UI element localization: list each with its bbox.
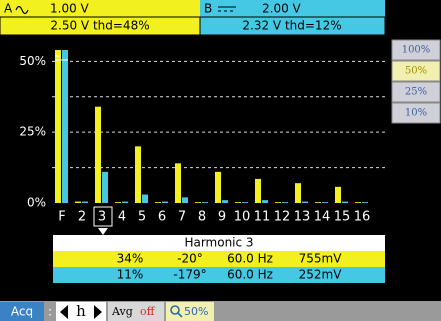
panel-value: -20° — [177, 252, 203, 266]
panel-value: 11% — [117, 268, 144, 282]
x-tick-label: 5 — [138, 210, 146, 225]
x-tick-label: 10 — [234, 210, 251, 225]
bar — [142, 194, 148, 203]
nav-label: h — [76, 302, 86, 320]
scale-label: 10% — [405, 108, 427, 119]
bar — [282, 202, 288, 203]
x-tick-label: 2 — [78, 210, 86, 225]
bar — [135, 146, 141, 203]
bar — [262, 200, 268, 203]
acq-button[interactable] — [0, 302, 44, 321]
bar — [95, 106, 101, 203]
bar — [342, 201, 348, 203]
x-tick-label: 12 — [274, 210, 291, 225]
avg-button[interactable] — [108, 302, 164, 321]
bar — [255, 178, 261, 203]
x-tick-label: 9 — [218, 210, 226, 225]
scale-button[interactable] — [391, 102, 441, 124]
x-tick-label: 16 — [354, 210, 371, 225]
channel-a-summary: 2.50 V thd=48% — [50, 19, 149, 33]
channel-b-box — [200, 0, 385, 17]
x-tick-label: 8 — [198, 210, 206, 225]
bar — [182, 197, 188, 203]
panel-value: 34% — [117, 252, 144, 266]
channel-b-label: B — [204, 2, 212, 16]
bar — [62, 50, 68, 203]
panel-value: 60.0 Hz — [227, 252, 273, 266]
scale-button[interactable] — [391, 60, 441, 82]
bar — [55, 50, 61, 203]
selected-harmonic — [93, 206, 113, 227]
panel-value: 60.0 Hz — [227, 268, 273, 282]
channel-a-volts: 1.00 V — [50, 2, 90, 16]
x-tick-label: 14 — [314, 210, 331, 225]
bar — [75, 201, 81, 203]
zoom-label: 50% — [184, 305, 208, 318]
ac-icon — [15, 5, 29, 15]
panel-row-b — [53, 267, 385, 283]
bar — [102, 171, 108, 203]
bar — [202, 202, 208, 203]
bar — [82, 201, 88, 203]
bar — [362, 202, 368, 203]
avg-state: off — [140, 305, 156, 318]
y-tick-label: 25% — [19, 125, 46, 139]
bar — [355, 202, 361, 203]
bar — [235, 202, 241, 203]
bar — [115, 202, 121, 203]
channel-b-summary: 2.32 V thd=12% — [242, 19, 341, 33]
x-tick-label: 7 — [178, 210, 186, 225]
bar — [315, 202, 321, 203]
panel-row-a — [53, 251, 385, 267]
channel-b-summary-box — [199, 16, 386, 36]
channel-b-volts: 2.00 V — [262, 2, 302, 16]
x-tick-label: 11 — [254, 210, 271, 225]
x-tick-label: 13 — [294, 210, 311, 225]
panel-value: 755mV — [299, 252, 343, 266]
bar — [162, 201, 168, 203]
scale-label: 50% — [405, 66, 427, 77]
x-tick-label: 3 — [98, 210, 106, 225]
avg-label: Avg — [111, 305, 133, 318]
bar — [155, 202, 161, 203]
y-tick-label: 0% — [27, 196, 46, 210]
channel-a-label: A — [4, 2, 13, 16]
bar — [222, 200, 228, 203]
zoom-icon — [170, 305, 183, 318]
scale-button[interactable] — [391, 81, 441, 103]
x-tick-label: F — [58, 210, 65, 225]
dc-icon — [218, 6, 236, 12]
acq-label: Acq — [11, 305, 33, 319]
chart: 0% 25% 50% F 2 3 4 5 6 7 8 9 10 11 12 13 14 15 16 — [19, 50, 385, 225]
panel-value: 252mV — [299, 268, 343, 282]
y-tick-label: 50% — [19, 54, 46, 68]
nav-button[interactable] — [56, 302, 106, 321]
x-tick-label: 6 — [158, 210, 166, 225]
selection-pointer — [98, 228, 108, 235]
separator: : — [48, 305, 52, 319]
bar — [302, 201, 308, 203]
bar — [322, 202, 328, 203]
panel-values: 34% -20° 60.0 Hz 755mV 11% -179° 60.0 Hz 252mV — [117, 252, 343, 282]
scale-label: 25% — [405, 87, 427, 98]
bar — [275, 202, 281, 203]
channel-a-box — [0, 0, 200, 17]
bar — [215, 171, 221, 203]
panel-value: -179° — [173, 268, 206, 282]
bar — [122, 201, 128, 203]
bar — [175, 163, 181, 203]
bar — [335, 186, 341, 203]
bar — [242, 202, 248, 203]
bar — [195, 202, 201, 203]
bar — [295, 183, 301, 203]
panel-header — [53, 235, 385, 251]
scale-label: 100% — [402, 45, 431, 56]
scale-button[interactable] — [391, 39, 441, 61]
scale-menu: 100% 50% 25% 10% — [391, 39, 441, 124]
x-tick-label: 4 — [118, 210, 126, 225]
x-tick-label: 15 — [334, 210, 351, 225]
panel-title: Harmonic 3 — [184, 236, 253, 250]
